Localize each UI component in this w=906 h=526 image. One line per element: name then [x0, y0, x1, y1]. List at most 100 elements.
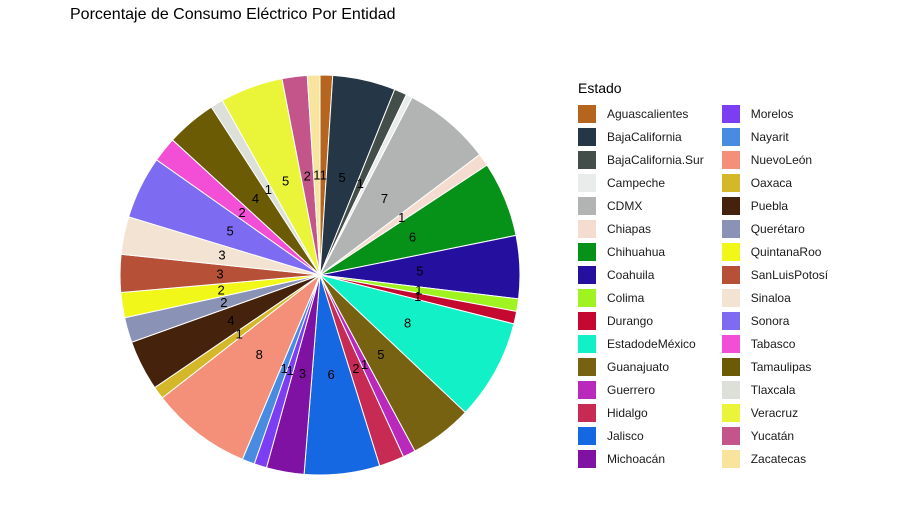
- legend-label: Michoacán: [607, 451, 666, 466]
- legend-label: Aguascalientes: [607, 106, 689, 121]
- legend-item: Sonora: [721, 309, 828, 332]
- legend-item: Veracruz: [721, 401, 828, 424]
- legend-swatch: [721, 288, 740, 307]
- legend-label: Chihuahua: [607, 244, 666, 259]
- legend-label: NuevoLeón: [750, 152, 813, 167]
- legend-swatch: [721, 150, 740, 169]
- legend-item: Colima: [578, 286, 704, 309]
- slice-label-Zacatecas: 1: [313, 168, 320, 183]
- legend-swatch: [721, 104, 740, 123]
- slice-label-CDMX: 7: [381, 191, 388, 206]
- legend-label: BajaCalifornia.Sur: [607, 152, 704, 167]
- legend-label: Oaxaca: [750, 175, 793, 190]
- slice-label-Morelos: 1: [287, 363, 294, 378]
- pie-slices: [119, 74, 521, 476]
- legend-swatch: [578, 403, 596, 422]
- legend-swatch: [578, 357, 596, 376]
- legend-label: Campeche: [607, 175, 666, 190]
- legend-swatch: [578, 449, 596, 468]
- legend-item: Aguascalientes: [578, 102, 704, 125]
- legend-label: Guerrero: [607, 382, 656, 397]
- legend-label: Yucatán: [750, 428, 795, 443]
- legend-swatch: [578, 265, 596, 284]
- legend-column: Aguascalientes BajaCalifornia BajaCaliforn…: [578, 102, 704, 470]
- legend-swatch: [578, 380, 596, 399]
- legend-label: Morelos: [750, 106, 794, 121]
- legend-swatch: [721, 426, 740, 445]
- legend-swatch: [721, 334, 740, 353]
- slice-label-BajaCalifornia: 5: [339, 170, 346, 185]
- legend-item: Zacatecas: [721, 447, 828, 470]
- slice-label-Tlaxcala: 1: [265, 182, 272, 197]
- legend-item: EstadodeMéxico: [578, 332, 704, 355]
- legend-swatch: [721, 173, 740, 192]
- legend-swatch: [721, 449, 740, 468]
- slice-label-Guanajuato: 5: [377, 347, 384, 362]
- legend-swatch: [578, 196, 596, 215]
- slice-label-Veracruz: 5: [282, 174, 289, 189]
- slice-label-Michoacán: 3: [299, 366, 306, 381]
- slice-label-BajaCalifornia.Sur: 1: [357, 176, 364, 191]
- slice-label-Oaxaca: 1: [236, 326, 243, 341]
- slice-label-Coahuila: 5: [416, 264, 423, 279]
- slice-label-Sinaloa: 3: [218, 248, 225, 263]
- legend-label: Nayarit: [750, 129, 789, 144]
- legend-label: Veracruz: [750, 405, 799, 420]
- legend-label: SanLuisPotosí: [750, 267, 829, 282]
- slice-label-Tabasco: 2: [238, 205, 245, 220]
- legend-item: Oaxaca: [721, 171, 828, 194]
- legend-swatch: [721, 403, 740, 422]
- slice-label-EstadodeMéxico: 8: [404, 316, 411, 331]
- legend-swatch: [578, 334, 596, 353]
- legend-label: Guanajuato: [607, 359, 670, 374]
- legend-item: Jalisco: [578, 424, 704, 447]
- legend-swatch: [721, 265, 740, 284]
- legend-columns: Aguascalientes BajaCalifornia BajaCaliforn…: [578, 102, 828, 470]
- pie-slice-Zacatecas: [306, 74, 321, 276]
- legend-label: QuintanaRoo: [750, 244, 822, 259]
- legend-item: Campeche: [578, 171, 704, 194]
- legend-item: Tlaxcala: [721, 378, 828, 401]
- legend-item: Guerrero: [578, 378, 704, 401]
- slice-label-Chiapas: 1: [398, 210, 405, 225]
- legend-item: BajaCalifornia: [578, 125, 704, 148]
- legend-item: Chihuahua: [578, 240, 704, 263]
- legend-item: Yucatán: [721, 424, 828, 447]
- legend-item: Durango: [578, 309, 704, 332]
- pie-slice-EstadodeMéxico: [318, 274, 515, 414]
- legend-label: Zacatecas: [750, 451, 807, 466]
- legend-swatch: [721, 357, 740, 376]
- pie-slice-NuevoLeón: [161, 273, 322, 460]
- slice-label-Chihuahua: 6: [409, 229, 416, 244]
- legend-swatch: [721, 127, 740, 146]
- legend-item: Coahuila: [578, 263, 704, 286]
- legend-label: BajaCalifornia: [607, 129, 682, 144]
- legend-item: Michoacán: [578, 447, 704, 470]
- legend-swatch: [578, 426, 596, 445]
- legend-label: Chiapas: [607, 221, 652, 236]
- legend-label: Sonora: [750, 313, 790, 328]
- legend-item: Tabasco: [721, 332, 828, 355]
- legend-swatch: [578, 311, 596, 330]
- slice-label-Guerrero: 1: [361, 357, 368, 372]
- legend-item: BajaCalifornia.Sur: [578, 148, 704, 171]
- slice-label-NuevoLeón: 8: [256, 347, 263, 362]
- chart-title: Porcentaje de Consumo Eléctrico Por Enti…: [70, 6, 396, 23]
- legend-swatch: [578, 173, 596, 192]
- slice-label-QuintanaRoo: 2: [218, 283, 225, 298]
- legend-label: Colima: [607, 290, 645, 305]
- legend-swatch: [578, 219, 596, 238]
- legend-label: Tamaulipas: [750, 359, 812, 374]
- legend-label: Tabasco: [750, 336, 796, 351]
- legend-item: Guanajuato: [578, 355, 704, 378]
- legend-label: Hidalgo: [607, 405, 648, 420]
- legend-item: Hidalgo: [578, 401, 704, 424]
- legend-swatch: [578, 127, 596, 146]
- legend-label: Querétaro: [750, 221, 805, 236]
- legend-item: CDMX: [578, 194, 704, 217]
- legend-item: Morelos: [721, 102, 828, 125]
- legend-item: NuevoLeón: [721, 148, 828, 171]
- legend-swatch: [721, 380, 740, 399]
- legend-label: Coahuila: [607, 267, 655, 282]
